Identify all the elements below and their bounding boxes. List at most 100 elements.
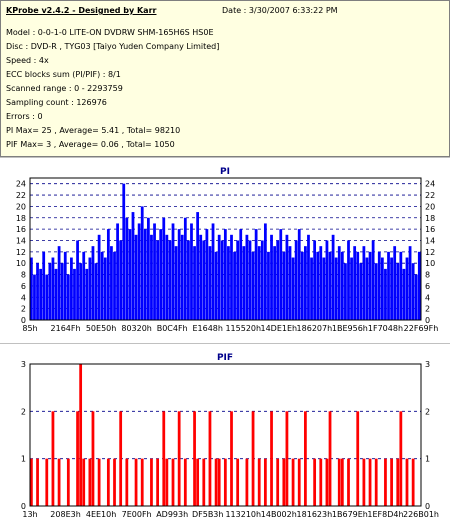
pif-ytick-label-left: 3 [21, 360, 26, 369]
pif-bar [193, 411, 196, 506]
pif-bar [113, 458, 116, 506]
pi-bar [242, 246, 246, 320]
pi-ytick-label-left: 12 [16, 248, 26, 257]
pi-bar [223, 229, 227, 320]
pi-bar [48, 263, 52, 320]
pif-bar [88, 458, 92, 506]
pif-bar [374, 458, 378, 506]
pi-bar [202, 240, 206, 320]
pi-ytick-label-right: 14 [425, 236, 435, 245]
pi-bar [291, 257, 295, 320]
pi-bar [334, 257, 338, 320]
pif-bar [285, 411, 289, 506]
pif-xtick-label: 1EF8D4h [367, 510, 403, 519]
pi-bar [328, 251, 332, 320]
pi-ytick-label-right: 18 [425, 214, 435, 223]
pi-ytick-label-left: 24 [16, 180, 26, 189]
pi-bar [125, 217, 129, 320]
pif-bar [223, 458, 227, 506]
pif-xtick-label: 13h [22, 510, 37, 519]
model-line: Model : 0-0-1-0 LITE-ON DVDRW SHM-165H6S… [6, 28, 214, 37]
pi-bar [377, 251, 381, 320]
pif-xtick-label: 7E00Fh [122, 510, 152, 519]
pi-bar [402, 268, 406, 320]
pi-ytick-label-left: 22 [16, 191, 26, 200]
pi-bar [254, 229, 258, 320]
pif-bar [57, 458, 61, 506]
pif-bar [236, 458, 240, 506]
pi-bar [288, 246, 292, 320]
pi-ytick-label-left: 4 [21, 293, 26, 302]
pif-bar [270, 411, 273, 506]
pif-xtick-label: 14B002h [261, 510, 297, 519]
pi-bar [285, 234, 289, 320]
pi-bar [168, 240, 172, 320]
pi-bar [368, 251, 372, 320]
pi-ytick-label-right: 22 [425, 191, 435, 200]
pi-bar [36, 263, 39, 320]
pi-xtick-label: 85h [22, 324, 37, 333]
pi-bar [313, 240, 317, 320]
pif-bar [217, 458, 221, 506]
pi-bar [211, 223, 215, 320]
pif-bar [208, 411, 212, 506]
pi-bar [279, 229, 283, 320]
pif-ytick-label-left: 0 [21, 502, 26, 511]
pi-bar [276, 240, 280, 320]
pi-bar [340, 251, 344, 320]
pi-bar [137, 223, 141, 320]
pif-bar [125, 458, 129, 506]
pif-bar [251, 411, 255, 506]
pi-bar [337, 246, 341, 320]
pif-bar [319, 458, 323, 506]
pi-bar [190, 223, 193, 320]
pif-ytick-label-right: 1 [425, 455, 430, 464]
pi-bar [399, 251, 403, 320]
pi-bar [304, 246, 307, 320]
pif-xtick-label: 208E3h [50, 510, 80, 519]
pi-ytick-label-left: 2 [21, 305, 26, 314]
pi-bar [387, 251, 390, 320]
pif-bar [30, 458, 33, 506]
pi-bar [248, 240, 252, 320]
pif-bar [230, 411, 233, 506]
pif-bar [91, 411, 95, 506]
app-title: KProbe v2.4.2 - Designed by Karr [6, 6, 157, 15]
pi-bar [239, 229, 243, 320]
pif-bar [97, 458, 101, 506]
pi-stats-line: PI Max= 25 , Average= 5.41 , Total= 9821… [6, 126, 181, 135]
pif-bar [106, 458, 110, 506]
pi-ytick-label-left: 10 [16, 259, 26, 268]
pi-bar [414, 274, 418, 320]
pif-bar [76, 411, 79, 506]
pi-ytick-label-right: 24 [425, 180, 435, 189]
pi-bar [282, 251, 286, 320]
pif-bar [396, 458, 400, 506]
pi-bar [91, 246, 95, 320]
pi-chart-title: PI [220, 167, 230, 177]
pif-bar [337, 458, 341, 506]
speed-line: Speed : 4x [6, 56, 49, 65]
pi-ytick-label-right: 12 [425, 248, 435, 257]
pi-bar [106, 229, 110, 320]
pi-bar [162, 217, 166, 320]
pi-bar [362, 246, 366, 320]
pif-stats-line: PIF Max= 3 , Average= 0.06 , Total= 1050 [6, 140, 175, 149]
pif-bar [257, 458, 261, 506]
pi-xtick-label: 1BE956h [332, 324, 368, 333]
pi-bar [153, 223, 156, 320]
pi-xtick-label: 80320h [121, 324, 152, 333]
pi-xtick-label: E1648h [192, 324, 222, 333]
pi-bar [180, 234, 184, 320]
pi-bar [183, 217, 187, 320]
pi-ytick-label-left: 0 [21, 316, 26, 325]
pif-bar [45, 458, 49, 506]
pif-ytick-label-left: 2 [21, 407, 26, 416]
pif-bar [36, 458, 39, 506]
pi-bar [51, 257, 55, 320]
pi-bar [396, 263, 400, 320]
pi-bar [245, 234, 249, 320]
pif-bar [347, 458, 350, 506]
pi-xtick-label: B0C4Fh [157, 324, 188, 333]
pi-xtick-label: 14DE1Eh [261, 324, 298, 333]
